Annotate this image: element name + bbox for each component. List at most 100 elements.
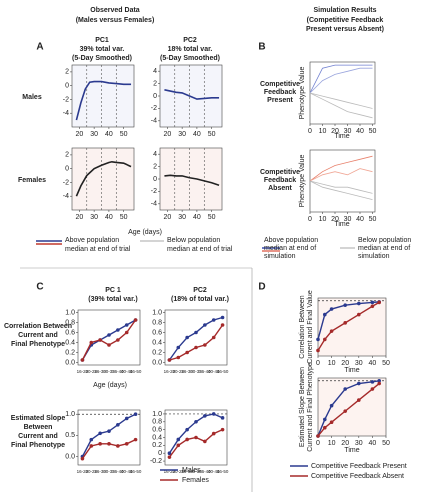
point <box>370 387 375 391</box>
y-tick-label: 0.6 <box>152 329 162 336</box>
legend-label: simulation <box>264 253 296 260</box>
point <box>98 431 102 436</box>
x-tick-label: 20-25 <box>86 469 98 474</box>
y-tick-label: -0.2 <box>150 458 162 465</box>
y-tick-label: 0 <box>153 176 157 183</box>
y-tick-label: 2 <box>65 69 69 76</box>
x-tick-label: 20 <box>341 440 349 447</box>
section-subtitle: Present versus Absent) <box>306 26 384 33</box>
row-label: Current and <box>18 433 58 440</box>
x-tick-label: 10 <box>319 128 327 135</box>
point <box>370 380 375 384</box>
panel-label: D <box>258 282 265 293</box>
point <box>357 381 361 386</box>
point <box>185 427 189 432</box>
y-tick-label: -4 <box>63 193 69 200</box>
legend-label: Competitive Feedback Absent <box>311 473 404 480</box>
x-tick-label: 30 <box>178 214 186 221</box>
plot-area <box>159 64 223 128</box>
y-tick-label: -2 <box>63 96 69 103</box>
point <box>98 442 102 446</box>
x-tick-label: 36-40 <box>112 469 124 474</box>
row-label: Feedback <box>264 177 296 184</box>
x-tick-label: 16-20 <box>164 469 176 474</box>
y-tick-label: -2 <box>63 179 69 186</box>
point <box>203 323 207 327</box>
plot-area <box>71 147 135 211</box>
x-tick-label: 20-25 <box>173 369 185 374</box>
x-tick-label: 10 <box>328 360 336 367</box>
x-tick-label: 50 <box>120 131 128 138</box>
x-tick-label: 26-30 <box>94 469 106 474</box>
x-tick-label: 50 <box>120 214 128 221</box>
point <box>377 378 382 383</box>
axis-label: Current and Final Phenotype <box>307 362 314 452</box>
x-tick-label: 0 <box>316 440 320 447</box>
x-tick-label: 20 <box>341 360 349 367</box>
point <box>211 431 216 436</box>
point <box>357 398 361 402</box>
legend-label: Below population <box>358 237 411 244</box>
x-tick-label: 30 <box>344 128 352 135</box>
point <box>98 338 102 342</box>
point <box>116 338 120 342</box>
point <box>220 416 225 420</box>
y-tick-label: 0 <box>153 93 157 100</box>
x-tick-label: 0 <box>316 360 320 367</box>
x-tick-label: 46-50 <box>130 369 142 374</box>
point <box>176 437 181 442</box>
x-tick-label: 40 <box>369 440 377 447</box>
legend-label: Males <box>182 467 201 474</box>
column-label: (39% total var.) <box>88 296 137 303</box>
point <box>133 318 138 322</box>
plot-area <box>77 309 141 366</box>
legend-label: median at end of <box>264 245 316 252</box>
row-label: Females <box>18 177 46 184</box>
plot-area <box>317 297 387 357</box>
x-tick-label: 20 <box>163 131 171 138</box>
x-tick-label: 40-45 <box>121 469 133 474</box>
row-label: Competitive <box>260 169 300 176</box>
y-tick-label: 0 <box>65 166 69 173</box>
y-tick-label: 0.2 <box>65 349 75 356</box>
legend-label: simulation <box>358 253 390 260</box>
point <box>343 387 348 391</box>
series-line <box>309 64 373 94</box>
point <box>211 412 216 416</box>
point <box>220 427 225 432</box>
plot-area <box>159 147 223 211</box>
x-tick-label: 16-20 <box>77 469 89 474</box>
series-line <box>309 168 373 182</box>
legend-label: Above population <box>65 237 119 244</box>
axis-label: Time <box>344 367 359 374</box>
y-tick-label: -4 <box>63 110 69 117</box>
point <box>107 429 111 433</box>
x-tick-label: 30 <box>90 214 98 221</box>
axis-label: Age (days) <box>128 229 162 236</box>
section-subtitle: (Competitive Feedback <box>307 17 384 24</box>
point <box>116 423 120 427</box>
series-line <box>309 92 373 119</box>
x-tick-label: 20 <box>163 214 171 221</box>
x-tick-label: 20-25 <box>86 369 98 374</box>
point <box>107 442 111 446</box>
x-tick-label: 30 <box>90 131 98 138</box>
point <box>194 345 198 350</box>
point <box>203 414 207 418</box>
point <box>185 335 189 340</box>
axis-label: Estimated Slope Between <box>299 367 306 447</box>
y-tick-label: 0.4 <box>152 339 162 346</box>
point <box>203 439 207 444</box>
y-tick-label: -2 <box>151 188 157 195</box>
row-label: Absent <box>268 185 292 192</box>
axis-label: Current and Final Value <box>307 290 314 364</box>
row-label: Males <box>22 94 42 101</box>
row-label: Between <box>24 424 53 431</box>
legend-label: Above population <box>264 237 318 244</box>
y-tick-label: -2 <box>151 105 157 112</box>
point <box>80 456 85 461</box>
point <box>167 358 172 362</box>
panel-label: A <box>36 42 43 53</box>
point <box>323 337 327 342</box>
axis-label: Time <box>334 133 349 140</box>
